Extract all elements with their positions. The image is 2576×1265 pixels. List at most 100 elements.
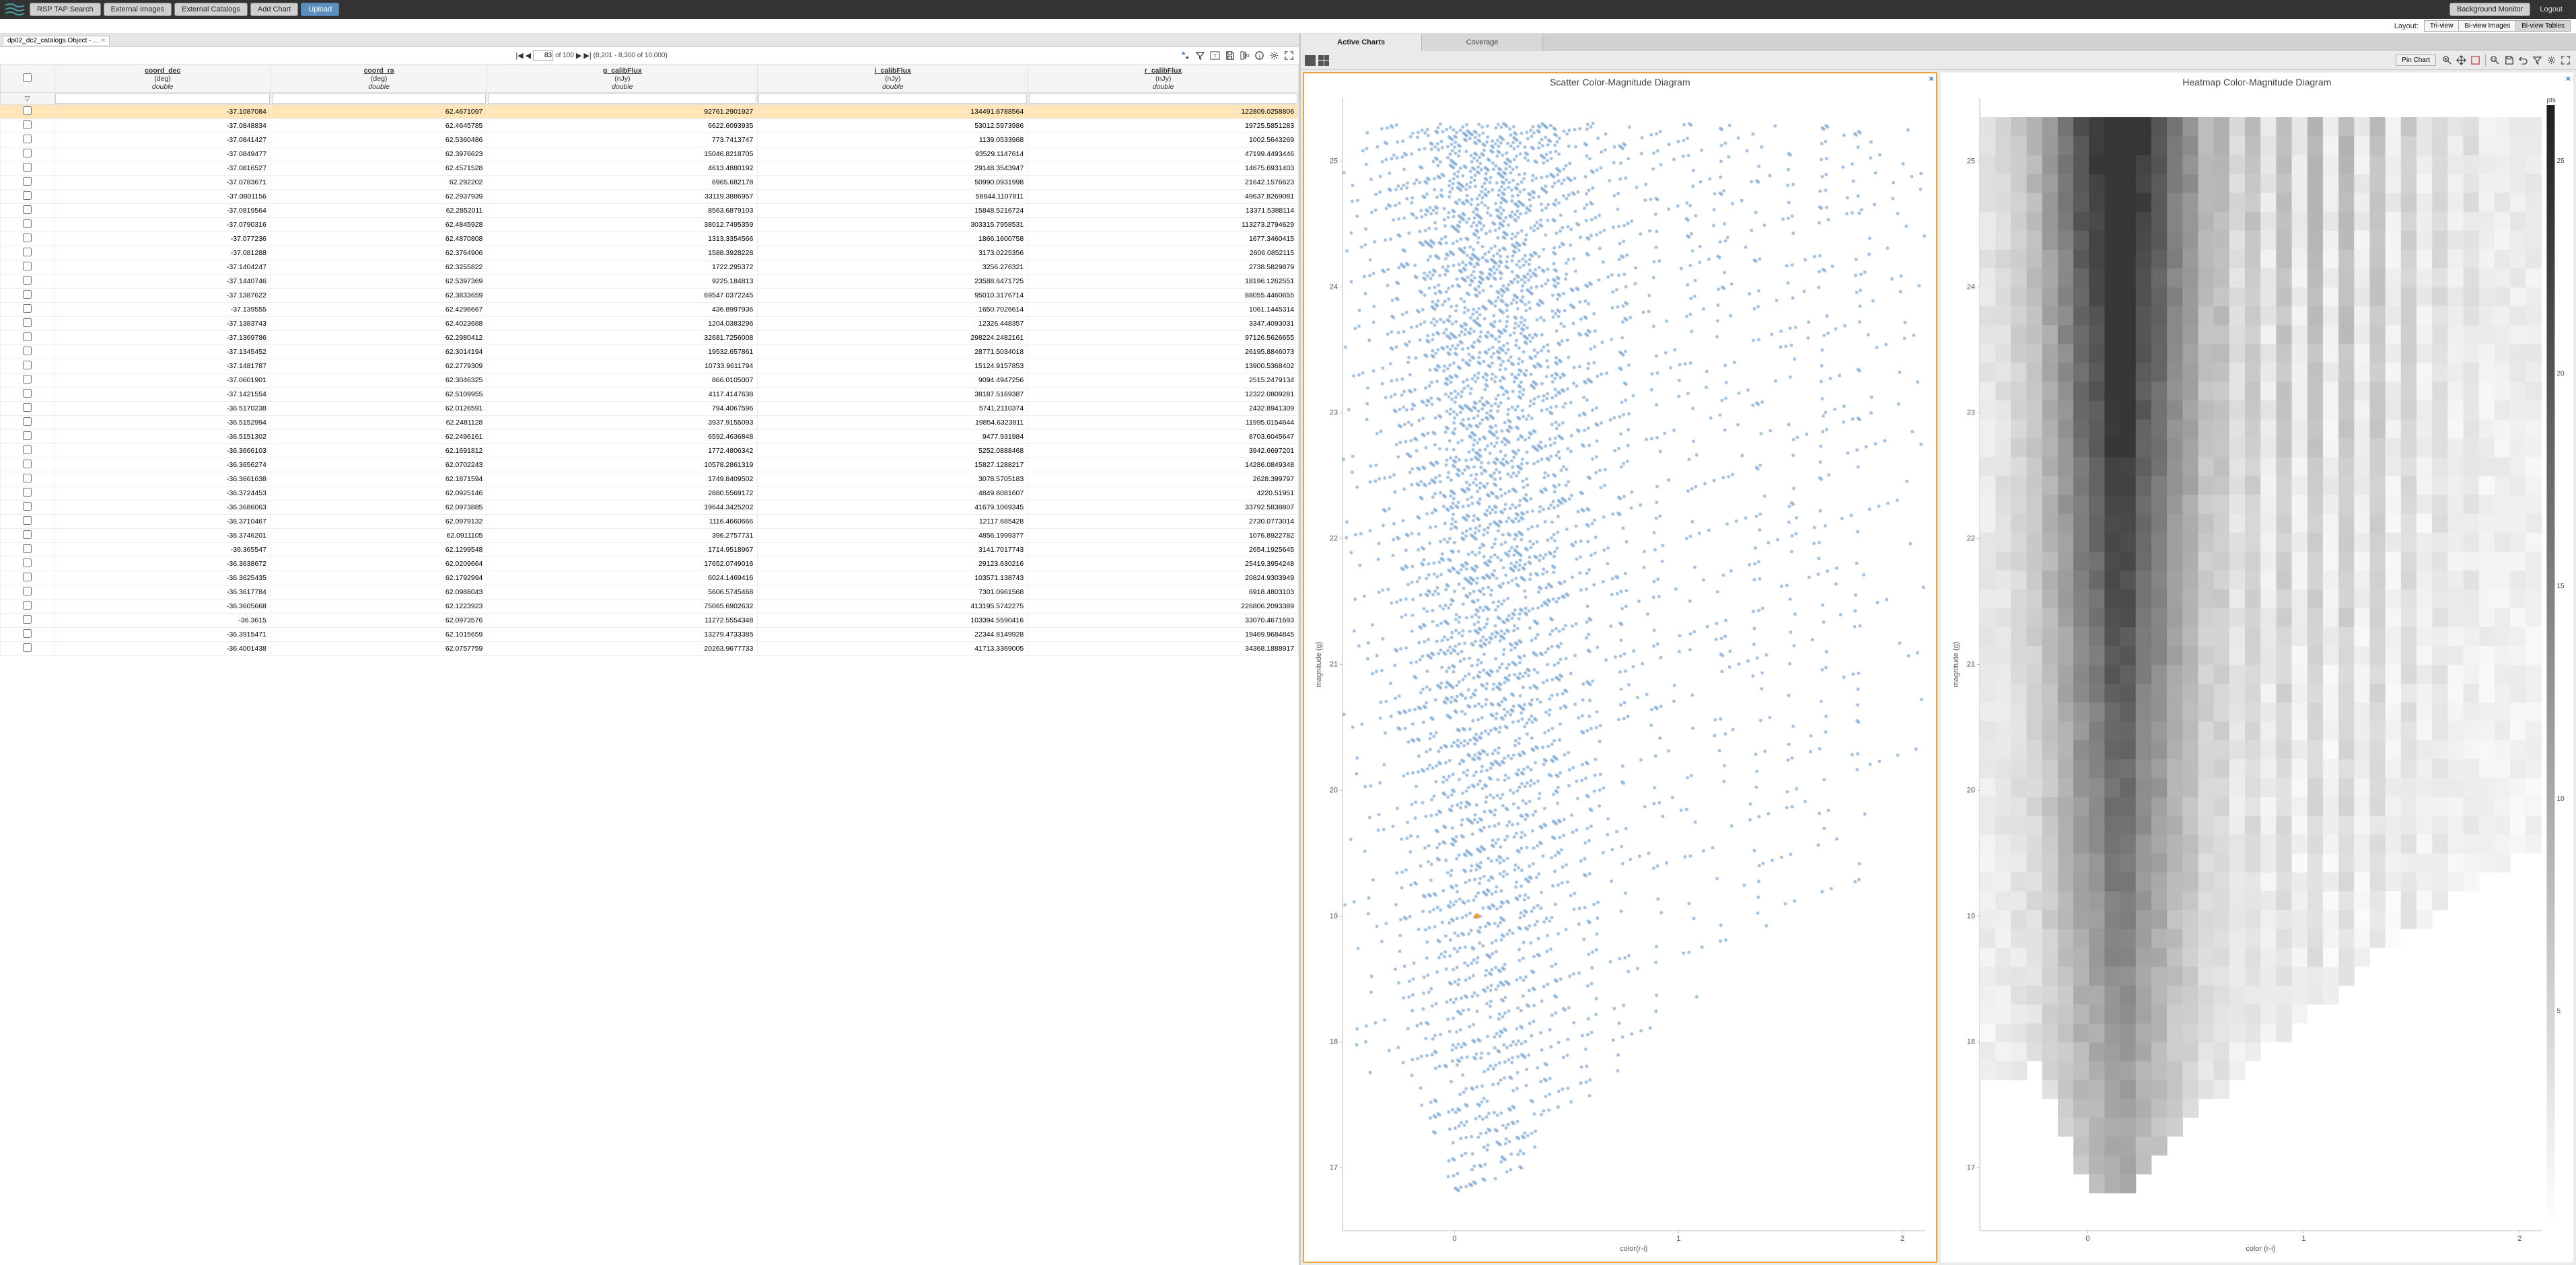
zoom-reset-icon[interactable]: 1x — [2489, 55, 2501, 67]
column-header[interactable]: r_calibFlux(nJy)double — [1028, 65, 1299, 93]
table-row[interactable]: -36.515299462.24811283937.915509319854.6… — [1, 416, 1299, 430]
row-checkbox[interactable] — [23, 135, 32, 143]
table-row[interactable]: -36.374620162.0911105396.27577314856.199… — [1, 529, 1299, 543]
layout-option[interactable]: Tri-view — [2424, 20, 2460, 32]
row-checkbox[interactable] — [23, 361, 32, 369]
table-row[interactable]: -37.138762262.383365969547.037224595010.… — [1, 289, 1299, 303]
row-checkbox[interactable] — [23, 276, 32, 285]
row-checkbox[interactable] — [23, 544, 32, 553]
table-row[interactable]: -37.080115662.293793933119.388695758844.… — [1, 190, 1299, 204]
close-icon[interactable]: × — [102, 37, 106, 44]
row-checkbox[interactable] — [23, 332, 32, 341]
table-row[interactable]: -36.372445362.09251462880.55691724849.80… — [1, 486, 1299, 501]
table-row[interactable]: -36.360566862.122392375065.6902632413195… — [1, 600, 1299, 614]
layout-grid-icon[interactable] — [1318, 55, 1329, 66]
background-monitor-button[interactable]: Background Monitor — [2449, 3, 2530, 16]
table-row[interactable]: -36.362543562.17929946024.1469416103571.… — [1, 571, 1299, 585]
save-icon[interactable] — [1223, 50, 1236, 62]
row-checkbox[interactable] — [23, 177, 32, 186]
table-row[interactable]: -37.140424762.32558221722.2953723256.276… — [1, 260, 1299, 275]
gear-chart-icon[interactable] — [2546, 55, 2558, 67]
save-chart-icon[interactable] — [2503, 55, 2515, 67]
sort-icon[interactable] — [1179, 50, 1191, 62]
table-row[interactable]: -36.366610362.16918121772.48063425252.08… — [1, 444, 1299, 458]
table-row[interactable]: -36.517023862.0126591794.40675965741.211… — [1, 402, 1299, 416]
row-checkbox[interactable] — [23, 601, 32, 610]
row-checkbox[interactable] — [23, 318, 32, 327]
row-checkbox[interactable] — [23, 233, 32, 242]
layout-single-icon[interactable] — [1305, 55, 1316, 66]
table-row[interactable]: -37.142155462.51099554117.414763838187.5… — [1, 388, 1299, 402]
upload-button[interactable]: Upload — [301, 3, 339, 16]
column-header[interactable]: coord_ra(deg)double — [271, 65, 487, 93]
table-row[interactable]: -37.108708462.467109792761.2901927134491… — [1, 105, 1299, 119]
column-header[interactable]: coord_dec(deg)double — [55, 65, 271, 93]
heatmap-plot-area[interactable] — [1946, 92, 2568, 1258]
tab-active-charts[interactable]: Active Charts — [1301, 34, 1422, 51]
row-checkbox[interactable] — [23, 431, 32, 440]
tap-search-button[interactable]: RSP TAP Search — [30, 3, 101, 16]
row-checkbox[interactable] — [23, 530, 32, 539]
pan-icon[interactable] — [2456, 55, 2468, 67]
row-checkbox[interactable] — [23, 445, 32, 454]
row-checkbox[interactable] — [23, 304, 32, 313]
table-row[interactable]: -36.391547162.101565913279.473338522344.… — [1, 628, 1299, 642]
scatter-chart[interactable]: × Scatter Color-Magnitude Diagram — [1303, 73, 1936, 1262]
table-row[interactable]: -37.081956462.28520118563.687910315848.5… — [1, 204, 1299, 218]
filter-icon[interactable] — [1194, 50, 1206, 62]
table-row[interactable]: -37.138374362.40236881204.038329612326.4… — [1, 317, 1299, 331]
prev-page-icon[interactable]: ◀ — [526, 51, 531, 60]
layout-option[interactable]: Bi-view Images — [2459, 20, 2516, 32]
row-checkbox[interactable] — [23, 347, 32, 355]
table-row[interactable]: -37.084883462.46457856622.609393553012.5… — [1, 119, 1299, 133]
table-row[interactable]: -36.36554762.12995481714.95189673141.701… — [1, 543, 1299, 557]
first-page-icon[interactable]: |◀ — [515, 51, 523, 60]
table-row[interactable]: -36.366163862.18715941749.84095023078.57… — [1, 472, 1299, 486]
row-checkbox[interactable] — [23, 417, 32, 426]
table-row[interactable]: -36.371046762.09791321116.466066612117.6… — [1, 515, 1299, 529]
table-row[interactable]: -37.13955562.4296667436.89979361650.7026… — [1, 303, 1299, 317]
select-all-checkbox[interactable] — [23, 73, 32, 82]
row-checkbox[interactable] — [23, 474, 32, 482]
row-checkbox[interactable] — [23, 516, 32, 525]
row-checkbox[interactable] — [23, 163, 32, 172]
logout-button[interactable]: Logout — [2533, 3, 2569, 15]
column-header[interactable]: i_calibFlux(nJy)double — [758, 65, 1028, 93]
table-row[interactable]: -36.368606362.097388519644.342520241679.… — [1, 501, 1299, 515]
filter-input[interactable] — [55, 94, 270, 104]
select-box-icon[interactable] — [2470, 55, 2482, 67]
text-icon[interactable]: T — [1209, 50, 1221, 62]
gear-icon[interactable] — [1268, 50, 1280, 62]
filter-chart-icon[interactable] — [2532, 55, 2544, 67]
table-row[interactable]: -37.07723662.48708081313.33545661866.160… — [1, 232, 1299, 246]
table-row[interactable]: -37.084947762.397662315046.821870593529.… — [1, 147, 1299, 161]
row-checkbox[interactable] — [23, 120, 32, 129]
table-row[interactable]: -36.363867262.020966417652.074901629123.… — [1, 557, 1299, 571]
row-checkbox[interactable] — [23, 290, 32, 299]
table-tab[interactable]: dp02_dc2_catalogs.Object - ... × — [3, 36, 110, 45]
next-page-icon[interactable]: ▶ — [576, 51, 581, 60]
layout-option[interactable]: Bi-view Tables — [2516, 20, 2571, 32]
external-catalogs-button[interactable]: External Catalogs — [174, 3, 248, 16]
scatter-plot-area[interactable] — [1309, 92, 1931, 1258]
table-row[interactable]: -36.515130262.24961616592.46368489477.93… — [1, 430, 1299, 444]
row-checkbox[interactable] — [23, 219, 32, 228]
columns-icon[interactable] — [1238, 50, 1250, 62]
row-checkbox[interactable] — [23, 629, 32, 638]
table-row[interactable]: -37.148178762.277930910733.961179415124.… — [1, 359, 1299, 373]
row-checkbox[interactable] — [23, 389, 32, 398]
filter-input[interactable] — [758, 94, 1027, 104]
row-checkbox[interactable] — [23, 375, 32, 384]
table-row[interactable]: -36.361562.097357611272.5554348103394.55… — [1, 614, 1299, 628]
pin-chart-button[interactable]: Pin Chart — [2396, 55, 2436, 66]
column-header[interactable]: g_calibFlux(nJy)double — [487, 65, 758, 93]
table-row[interactable]: -37.08128862.37649061588.39282283173.022… — [1, 246, 1299, 260]
table-row[interactable]: -36.361778462.09880435606.57454687301.09… — [1, 585, 1299, 600]
table-row[interactable]: -37.134545262.301419419532.65786128771.5… — [1, 345, 1299, 359]
row-checkbox[interactable] — [23, 248, 32, 256]
page-input[interactable] — [533, 50, 553, 61]
last-page-icon[interactable]: ▶| — [583, 51, 591, 60]
table-row[interactable]: -37.136978662.298041232681.7256008298224… — [1, 331, 1299, 345]
row-checkbox[interactable] — [23, 558, 32, 567]
row-checkbox[interactable] — [23, 106, 32, 115]
